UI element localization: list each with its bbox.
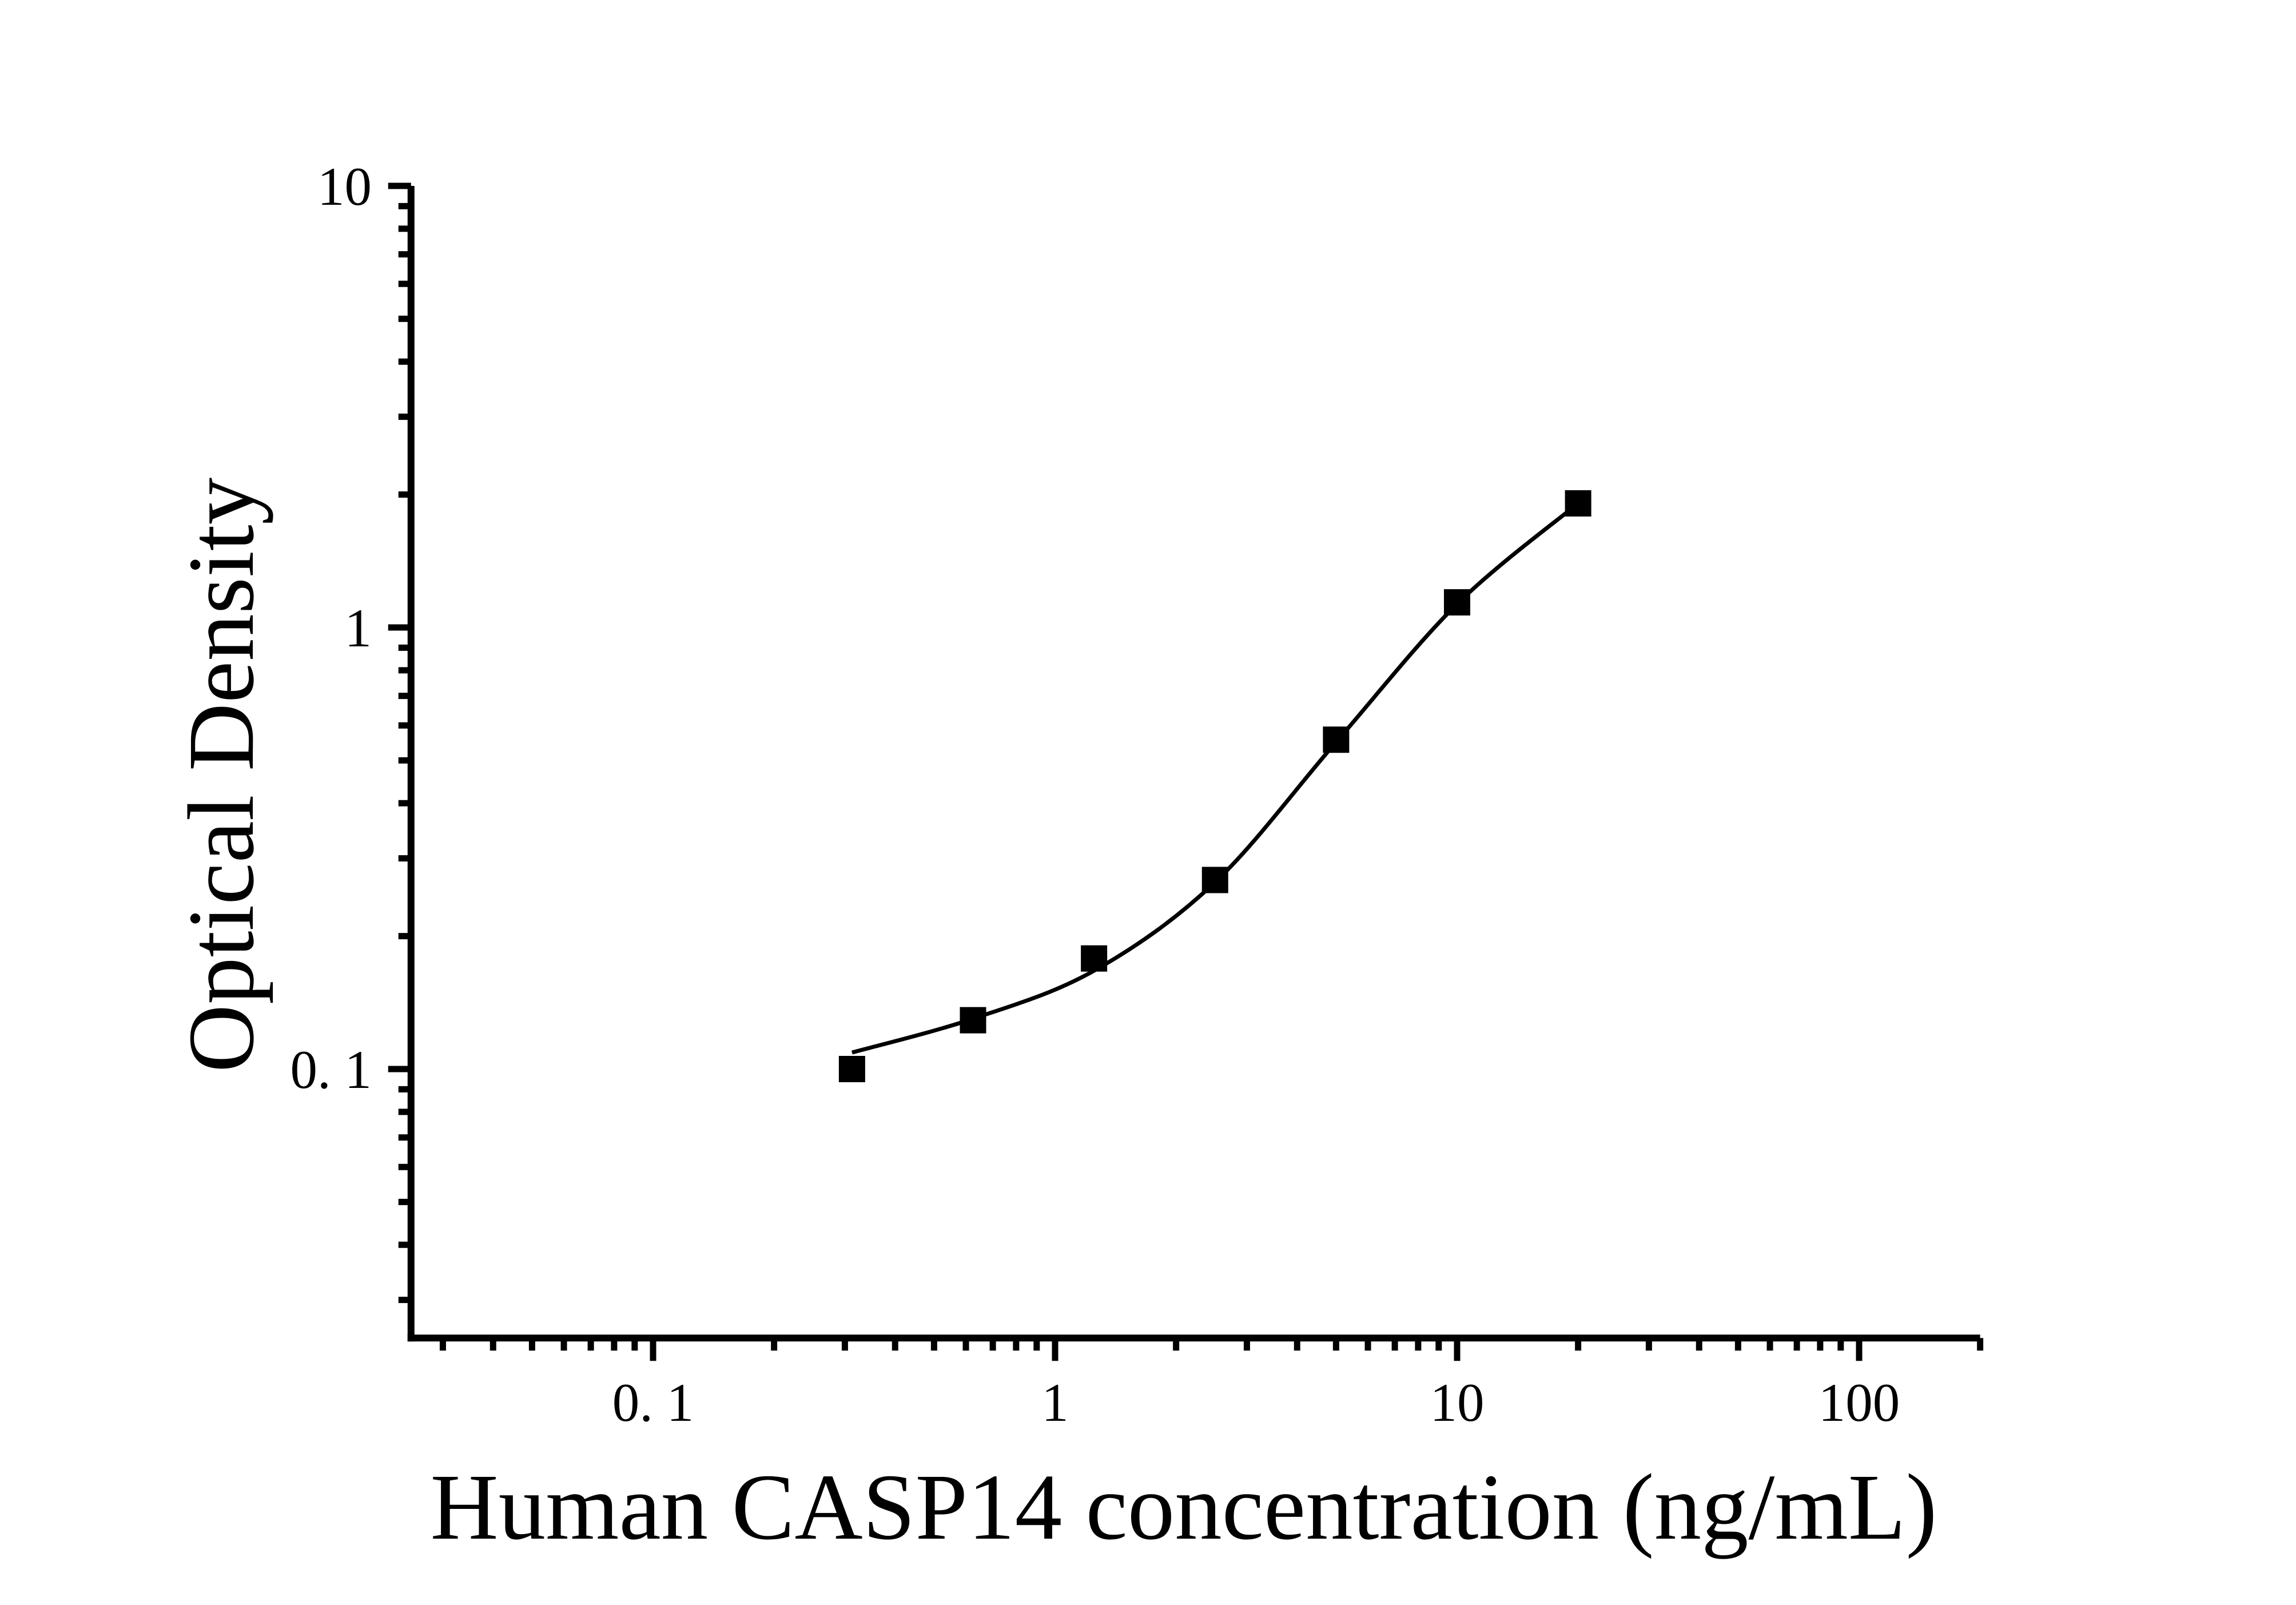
- x-tick-label: 0. 1: [612, 1372, 694, 1433]
- fit-curve-path: [851, 502, 1579, 1055]
- data-point-marker: [1081, 945, 1108, 972]
- y-tick-label: 1: [345, 598, 372, 658]
- axes: [407, 186, 1980, 1342]
- data-point-marker: [838, 1056, 865, 1082]
- axis-tick-labels: 0. 1 1 10 100 10 1 0. 1: [291, 156, 1900, 1433]
- axis-ticks: [388, 182, 1984, 1361]
- data-point-marker: [1565, 490, 1591, 517]
- y-tick-label: 10: [317, 156, 372, 217]
- data-point-marker: [960, 1007, 986, 1034]
- x-tick-label: 10: [1430, 1372, 1485, 1433]
- data-point-marker: [1201, 867, 1228, 893]
- y-tick-label: 0. 1: [291, 1039, 372, 1100]
- y-axis-title: Optical Density: [169, 478, 273, 1072]
- x-tick-label: 100: [1819, 1372, 1900, 1433]
- fit-curve: [851, 502, 1579, 1055]
- data-point-marker: [1323, 726, 1350, 753]
- data-points: [838, 490, 1591, 1082]
- x-axis-title: Human CASP14 concentration (ng/mL): [430, 1455, 1937, 1559]
- data-point-marker: [1444, 589, 1470, 616]
- x-tick-label: 1: [1041, 1372, 1069, 1433]
